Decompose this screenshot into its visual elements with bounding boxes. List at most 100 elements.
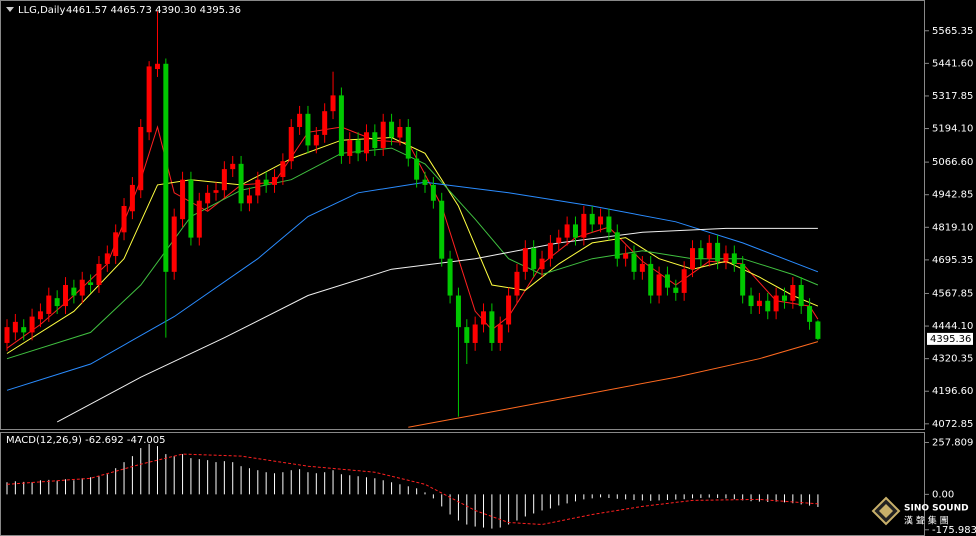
candle-body bbox=[798, 284, 804, 307]
candle-body bbox=[246, 195, 252, 204]
candle-body bbox=[773, 295, 779, 312]
candle-body bbox=[347, 140, 353, 156]
y-tick-label: 5194.10 bbox=[932, 124, 973, 135]
logo-core bbox=[879, 504, 893, 518]
candle-body bbox=[531, 248, 537, 270]
candle-body bbox=[447, 258, 453, 296]
candle-body bbox=[322, 111, 328, 135]
candle-body bbox=[29, 316, 35, 333]
candle-body bbox=[481, 311, 487, 325]
y-tick-label: -175.983 bbox=[932, 525, 976, 536]
candle-body bbox=[430, 184, 436, 201]
candle-body bbox=[21, 327, 27, 333]
candle-body bbox=[756, 300, 762, 307]
candle-body bbox=[681, 269, 687, 293]
candle-body bbox=[623, 253, 629, 259]
candle-body bbox=[297, 113, 303, 127]
candle-body bbox=[723, 253, 729, 262]
candle-body bbox=[405, 126, 411, 159]
y-tick-label: 4819.10 bbox=[932, 222, 973, 233]
candle-body bbox=[221, 169, 227, 191]
candle-body bbox=[313, 134, 319, 146]
candle-body bbox=[464, 327, 470, 343]
candle-body bbox=[455, 295, 461, 328]
candle-body bbox=[539, 258, 545, 270]
candle-body bbox=[238, 163, 244, 204]
y-tick-label: 5066.60 bbox=[932, 157, 973, 168]
y-tick-label: 4567.85 bbox=[932, 288, 973, 299]
candle-body bbox=[188, 179, 194, 238]
brand: SINO SOUND bbox=[904, 504, 969, 514]
candle-body bbox=[547, 242, 553, 259]
candle-body bbox=[213, 190, 219, 193]
candle-body bbox=[146, 66, 152, 133]
candle-body bbox=[355, 140, 361, 154]
moving-average bbox=[6, 125, 819, 349]
candle-body bbox=[614, 232, 620, 259]
candle-body bbox=[54, 298, 60, 307]
candle-body bbox=[740, 263, 746, 296]
candle-body bbox=[781, 295, 787, 301]
candle-body bbox=[422, 179, 428, 185]
candle-body bbox=[581, 213, 587, 238]
candle-body bbox=[163, 63, 169, 272]
candle-body bbox=[731, 253, 737, 264]
candle-body bbox=[230, 163, 236, 170]
candle-body bbox=[572, 224, 578, 238]
y-tick-label: 4196.60 bbox=[932, 386, 973, 397]
candle-body bbox=[79, 279, 85, 296]
candle-body bbox=[180, 179, 186, 220]
candle-body bbox=[639, 263, 645, 272]
candle-body bbox=[63, 284, 69, 307]
candle-body bbox=[389, 121, 395, 138]
menu-icon[interactable] bbox=[6, 7, 14, 12]
candle-body bbox=[154, 63, 160, 70]
candle-body bbox=[380, 121, 386, 149]
y-tick-label: 5441.60 bbox=[932, 58, 973, 69]
candle-body bbox=[807, 306, 813, 322]
candle-body bbox=[171, 216, 177, 272]
candle-body bbox=[815, 321, 821, 339]
candle-body bbox=[598, 216, 604, 225]
candle-body bbox=[522, 248, 528, 272]
candle-body bbox=[439, 200, 445, 259]
moving-average bbox=[408, 341, 819, 428]
candle-body bbox=[88, 282, 94, 285]
y-tick-label: 0.00 bbox=[932, 489, 954, 500]
candle-body bbox=[255, 179, 261, 196]
candle-body bbox=[138, 126, 144, 191]
y-tick-label: 4320.35 bbox=[932, 354, 973, 365]
candle-body bbox=[263, 179, 269, 185]
candle-body bbox=[338, 95, 344, 156]
ohlc-label: 4461.57 4465.73 4390.30 4395.36 bbox=[66, 5, 241, 16]
candle-body bbox=[656, 274, 662, 296]
candle-body bbox=[330, 95, 336, 112]
candle-body bbox=[397, 126, 403, 138]
candle-body bbox=[556, 237, 562, 243]
price-tag: 4395.36 bbox=[930, 334, 971, 345]
candle-body bbox=[698, 248, 704, 259]
candle-body bbox=[790, 284, 796, 301]
moving-average bbox=[6, 147, 819, 360]
candle-body bbox=[71, 287, 77, 296]
candle-body bbox=[196, 200, 202, 238]
candle-body bbox=[506, 295, 512, 325]
y-tick-label: 5317.85 bbox=[932, 91, 973, 102]
candle-body bbox=[589, 213, 595, 225]
signal-line bbox=[6, 453, 818, 526]
watermark: SINO SOUND 漢 聲 集 團 bbox=[871, 496, 969, 527]
candle-body bbox=[472, 324, 478, 343]
moving-average bbox=[6, 181, 819, 391]
brand-chinese: 漢 聲 集 團 bbox=[904, 515, 949, 527]
y-tick-label: 4942.85 bbox=[932, 190, 973, 201]
candle-body bbox=[96, 263, 102, 285]
candle-body bbox=[606, 216, 612, 233]
candle-body bbox=[514, 271, 520, 296]
candle-body bbox=[305, 113, 311, 146]
candle-body bbox=[648, 263, 654, 296]
candle-body bbox=[37, 311, 43, 320]
y-tick-label: 257.809 bbox=[932, 437, 973, 448]
candle-body bbox=[46, 295, 52, 314]
candle-body bbox=[715, 242, 721, 262]
